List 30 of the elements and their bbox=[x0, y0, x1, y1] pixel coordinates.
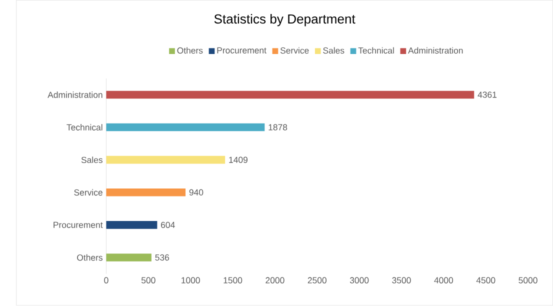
y-tick-label: Sales bbox=[81, 156, 102, 164]
data-label: 604 bbox=[161, 222, 175, 228]
data-label: 940 bbox=[189, 190, 204, 196]
x-tick-label: 0 bbox=[104, 277, 108, 284]
x-tick-label: 2000 bbox=[266, 277, 284, 284]
x-tick-label: 3500 bbox=[392, 277, 411, 284]
data-label: 4361 bbox=[478, 92, 496, 98]
data-label: 536 bbox=[155, 254, 170, 261]
data-label: 1878 bbox=[268, 124, 288, 131]
legend-label: Administration bbox=[408, 47, 463, 54]
x-tick-label: 4000 bbox=[434, 277, 454, 284]
chart-title: Statistics by Department bbox=[214, 14, 356, 26]
y-tick-label: Service bbox=[74, 189, 102, 196]
y-tick-label: Administration bbox=[48, 92, 102, 98]
x-tick-label: 2500 bbox=[308, 277, 326, 284]
x-tick-label: 3000 bbox=[350, 277, 369, 284]
legend-label: Procurement bbox=[217, 48, 266, 54]
legend-label: Technical bbox=[358, 47, 394, 54]
y-tick-label: Technical bbox=[66, 124, 102, 131]
y-tick-label: Others bbox=[77, 254, 102, 261]
y-tick-label: Procurement bbox=[54, 222, 103, 228]
legend-label: Sales bbox=[323, 47, 344, 54]
x-tick-label: 500 bbox=[141, 277, 156, 284]
x-tick-label: 5000 bbox=[518, 277, 538, 284]
data-label: 1409 bbox=[229, 156, 248, 164]
x-tick-label: 1000 bbox=[182, 277, 200, 284]
legend-label: Service bbox=[280, 47, 309, 54]
x-tick-label: 1500 bbox=[224, 277, 242, 284]
legend-label: Others bbox=[177, 47, 203, 54]
x-tick-label: 4500 bbox=[476, 277, 496, 284]
